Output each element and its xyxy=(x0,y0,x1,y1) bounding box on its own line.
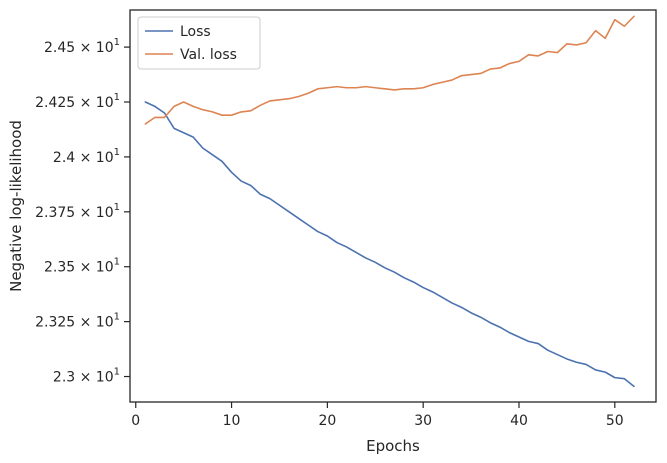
legend-box xyxy=(137,16,261,70)
y-tick-label: 2.4 × 101 xyxy=(53,147,120,166)
legend-loss-label: Loss xyxy=(180,24,211,40)
y-tick-label: 2.3 × 101 xyxy=(53,367,120,386)
x-axis-ticks: 0 10 20 30 40 50 xyxy=(131,402,624,429)
y-axis-ticks: 2.3 × 101 2.325 × 101 2.35 × 101 2.375 × 10… xyxy=(35,37,130,386)
x-tick-label: 10 xyxy=(223,413,241,429)
x-axis-title: Epochs xyxy=(366,437,420,455)
legend: Loss Val. loss xyxy=(137,16,261,70)
x-tick-label: 40 xyxy=(510,413,528,429)
y-tick-label: 2.325 × 101 xyxy=(35,312,120,331)
x-tick-label: 30 xyxy=(414,413,432,429)
x-tick-label: 20 xyxy=(318,413,336,429)
loss-series-line xyxy=(144,101,635,388)
plot-frame xyxy=(129,9,657,403)
y-tick-label: 2.45 × 101 xyxy=(44,37,120,56)
y-tick-label: 2.375 × 101 xyxy=(35,202,120,221)
x-tick-label: 50 xyxy=(606,413,624,429)
series-layer xyxy=(144,15,635,388)
legend-val-loss-label: Val. loss xyxy=(180,47,237,63)
x-tick-label: 0 xyxy=(131,413,140,429)
y-axis-title: Negative log-likelihood xyxy=(7,120,25,292)
y-tick-label: 2.425 × 101 xyxy=(35,92,120,111)
val-loss-series-line xyxy=(144,15,635,125)
y-tick-label: 2.35 × 101 xyxy=(44,257,120,276)
